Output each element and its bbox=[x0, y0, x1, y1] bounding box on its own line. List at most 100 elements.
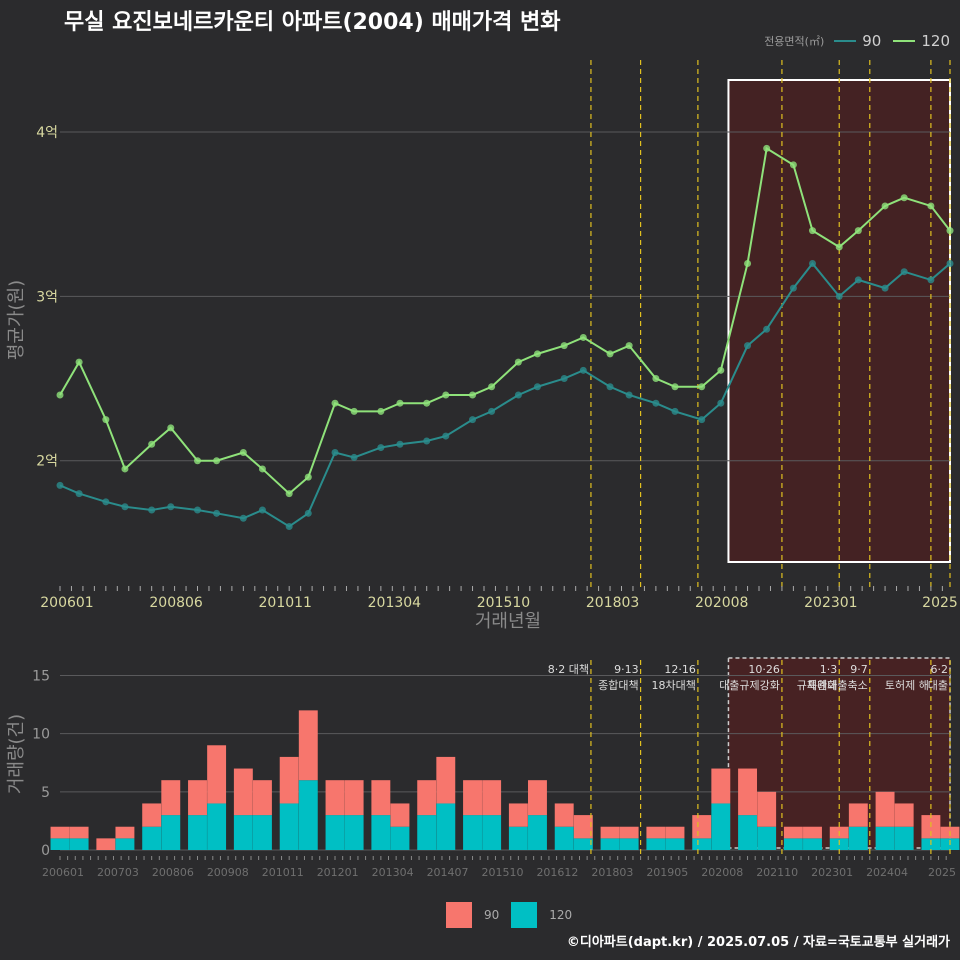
data-point-120 bbox=[304, 473, 312, 481]
data-point-120 bbox=[258, 465, 266, 473]
legend-bottom: 90 120 bbox=[446, 902, 572, 928]
footer-credit: ©디아파트(dapt.kr) / 2025.07.05 / 자료=국토교통부 실… bbox=[566, 935, 950, 950]
data-point-120 bbox=[148, 440, 156, 448]
data-point-90 bbox=[560, 375, 568, 383]
bar-120 bbox=[142, 826, 162, 850]
bar-90 bbox=[344, 780, 364, 816]
bar-90 bbox=[436, 756, 456, 804]
bar-120 bbox=[188, 815, 207, 850]
bar-120 bbox=[600, 838, 620, 850]
bar-90 bbox=[554, 803, 574, 827]
bar-90 bbox=[298, 710, 318, 781]
data-point-90 bbox=[442, 432, 450, 440]
bar-x-tick-label: 202110 bbox=[756, 866, 798, 879]
policy-annotation: 6·2 bbox=[931, 663, 949, 676]
data-point-120 bbox=[671, 383, 679, 391]
y-tick-label: 3억 bbox=[36, 289, 58, 305]
bar-90 bbox=[371, 780, 391, 816]
data-point-120 bbox=[423, 399, 431, 407]
bar-120 bbox=[344, 815, 364, 850]
bar-120 bbox=[692, 838, 712, 850]
bar-120 bbox=[738, 815, 758, 850]
data-point-90 bbox=[121, 503, 129, 511]
data-point-90 bbox=[167, 503, 175, 511]
data-point-90 bbox=[148, 506, 156, 514]
series-line-120 bbox=[59, 146, 951, 495]
data-point-120 bbox=[213, 457, 221, 465]
data-point-120 bbox=[625, 342, 633, 350]
data-point-120 bbox=[927, 202, 935, 210]
data-point-90 bbox=[625, 391, 633, 399]
data-point-90 bbox=[579, 366, 587, 374]
bar-90 bbox=[325, 780, 345, 816]
bar-x-tick-label: 201201 bbox=[317, 866, 359, 879]
data-point-90 bbox=[377, 444, 385, 452]
bar-y-tick-label: 15 bbox=[32, 668, 50, 684]
bar-x-tick-label: 201304 bbox=[372, 866, 414, 879]
policy-annotation: 대출 bbox=[928, 679, 948, 692]
bar-120 bbox=[279, 803, 299, 850]
bar-x-tick-label: 201612 bbox=[536, 866, 578, 879]
policy-annotation: 9·13 bbox=[614, 663, 639, 676]
policy-annotation: 규제완화 bbox=[797, 679, 837, 692]
data-point-120 bbox=[835, 243, 843, 251]
bar-x-tick-label: 200601 bbox=[42, 866, 84, 879]
bar-x-tick-label: 202008 bbox=[701, 866, 743, 879]
x-tick-label: 201803 bbox=[586, 595, 639, 611]
x-axis-title: 거래년월 bbox=[475, 611, 541, 632]
legend-caption: 전용면적(㎡) bbox=[764, 35, 825, 48]
x-tick-label: 202008 bbox=[695, 595, 748, 611]
bar-90 bbox=[482, 780, 502, 816]
bar-90 bbox=[390, 803, 410, 827]
data-point-90 bbox=[396, 440, 404, 448]
y-tick-label: 4억 bbox=[36, 125, 58, 141]
legend-bottom-item-120: 120 bbox=[511, 902, 572, 928]
bar-x-tick-label: 200908 bbox=[207, 866, 249, 879]
bar-x-tick-label: 2025 bbox=[928, 866, 956, 879]
data-point-90 bbox=[239, 514, 247, 522]
bar-120 bbox=[390, 826, 410, 850]
data-point-120 bbox=[331, 399, 339, 407]
legend-bottom-label-120: 120 bbox=[549, 908, 573, 922]
data-point-90 bbox=[671, 407, 679, 415]
bar-120 bbox=[757, 826, 777, 850]
data-point-120 bbox=[789, 161, 797, 169]
bar-120 bbox=[252, 815, 272, 850]
data-point-90 bbox=[808, 259, 816, 267]
policy-annotation: 9·7 bbox=[850, 663, 868, 676]
legend-label-120: 120 bbox=[921, 32, 950, 50]
bar-90 bbox=[894, 803, 914, 827]
bar-x-tick-label: 200806 bbox=[152, 866, 194, 879]
bar-90 bbox=[619, 826, 639, 839]
data-point-120 bbox=[763, 144, 771, 152]
bar-90 bbox=[207, 745, 227, 804]
data-point-90 bbox=[881, 284, 889, 292]
bar-120 bbox=[115, 838, 135, 850]
bar-y-tick-label: 10 bbox=[32, 727, 50, 743]
data-point-120 bbox=[854, 227, 862, 235]
data-point-90 bbox=[56, 481, 64, 489]
bar-120 bbox=[573, 838, 593, 850]
data-point-120 bbox=[488, 383, 496, 391]
x-tick-label: 201011 bbox=[259, 595, 312, 611]
data-point-90 bbox=[488, 407, 496, 415]
bar-y-tick-label: 5 bbox=[41, 785, 50, 801]
data-point-120 bbox=[167, 424, 175, 432]
data-point-120 bbox=[717, 366, 725, 374]
bar-90 bbox=[600, 826, 620, 839]
bar-y-tick-label: 0 bbox=[41, 843, 50, 859]
bar-120 bbox=[646, 838, 666, 850]
bar-90 bbox=[803, 826, 822, 839]
x-tick-label: 200806 bbox=[149, 595, 203, 611]
policy-annotation: 1·3 bbox=[820, 663, 838, 676]
chart-title: 무실 요진보네르카운티 아파트(2004) 매매가격 변화 bbox=[64, 10, 561, 35]
x-tick-label: 201304 bbox=[368, 595, 422, 611]
bar-y-axis-title: 거래량(건) bbox=[6, 714, 27, 794]
bar-90 bbox=[573, 815, 593, 839]
bar-120 bbox=[711, 803, 731, 850]
bar-120 bbox=[371, 815, 391, 850]
data-point-90 bbox=[423, 437, 431, 445]
bar-120 bbox=[783, 838, 803, 850]
legend-bottom-item-90: 90 bbox=[446, 902, 499, 928]
bar-90 bbox=[711, 768, 731, 804]
